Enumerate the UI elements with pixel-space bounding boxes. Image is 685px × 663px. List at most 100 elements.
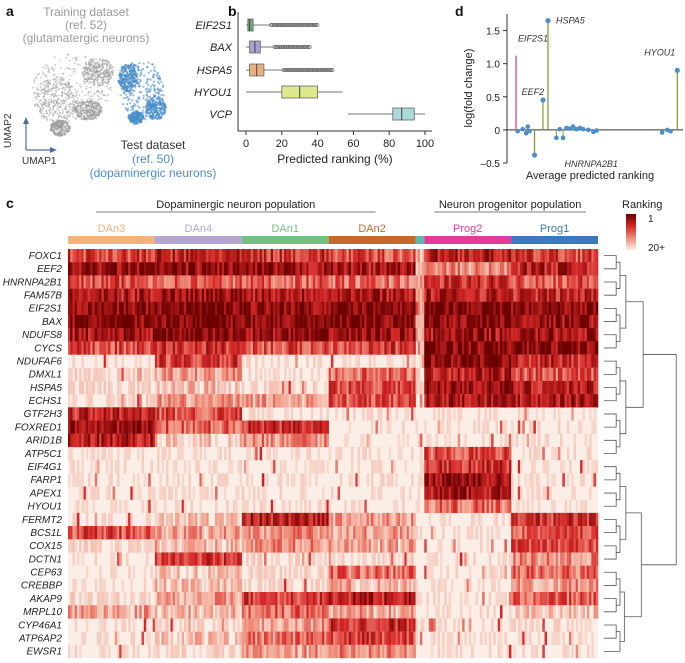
c-heat-cell	[208, 275, 211, 289]
c-heat-cell	[194, 275, 198, 289]
c-heat-cell	[553, 249, 556, 263]
c-heat-cell	[471, 249, 474, 263]
c-cluster-bar	[511, 236, 598, 244]
c-heat-cell	[495, 314, 499, 329]
c-heat-cell	[419, 354, 423, 368]
c-heat-cell	[103, 275, 107, 289]
c-heat-cell	[293, 275, 296, 289]
training-cell-point	[107, 94, 110, 97]
c-heat-cell	[96, 341, 100, 355]
c-heat-cell	[453, 367, 456, 382]
test-cell-point	[149, 69, 153, 72]
c-heat-cell	[408, 328, 412, 342]
c-heat-cell	[81, 354, 84, 368]
training-cell-point	[65, 85, 67, 88]
c-heat-cell	[272, 328, 276, 342]
training-cell-point	[101, 61, 104, 64]
c-heat-cell	[239, 341, 243, 355]
c-heat-cell	[408, 249, 412, 263]
c-heat-cell	[524, 249, 528, 263]
c-heat-cell	[223, 275, 227, 289]
training-cell-point	[47, 114, 50, 117]
c-heat-cell	[266, 275, 269, 289]
training-cell-point	[107, 87, 110, 90]
c-heat-cell	[194, 314, 198, 329]
c-heat-cell	[582, 354, 585, 368]
c-heat-cell	[517, 328, 521, 342]
c-heat-cell	[442, 367, 445, 382]
test-cell-point	[146, 84, 150, 87]
training-cell-point	[45, 83, 48, 86]
c-heat-cell	[297, 249, 300, 263]
c-heat-cell	[228, 314, 231, 329]
c-heat-cell	[279, 262, 283, 276]
c-heat-cell	[241, 354, 245, 368]
c-heat-cell	[404, 275, 407, 289]
training-cell-point	[60, 120, 63, 122]
c-heat-cell	[397, 367, 401, 382]
c-heat-cell	[582, 262, 585, 276]
c-heat-cell	[533, 354, 536, 368]
c-heat-cell	[473, 367, 476, 382]
c-heat-cell	[399, 328, 403, 342]
training-cell-point	[84, 117, 86, 120]
c-heat-cell	[404, 341, 407, 355]
c-heat-cell	[571, 288, 574, 302]
c-heat-cell	[520, 367, 523, 382]
c-heat-cell	[232, 249, 236, 263]
c-heat-cell	[112, 301, 116, 316]
c-heat-cell	[542, 262, 545, 276]
b-outlier	[297, 23, 302, 27]
c-heat-cell	[96, 275, 100, 289]
c-heat-cell	[333, 367, 336, 382]
training-cell-point	[102, 63, 105, 65]
training-cell-point	[82, 115, 85, 118]
c-heat-cell	[286, 314, 289, 329]
training-cell-point	[64, 125, 66, 128]
b-outlier	[316, 68, 321, 72]
c-heat-cell	[595, 275, 599, 289]
c-heat-cell	[384, 275, 387, 289]
c-heat-cell	[504, 262, 507, 276]
c-heat-cell	[81, 341, 84, 355]
c-heat-cell	[197, 341, 200, 355]
c-heat-cell	[108, 301, 111, 316]
c-heat-cell	[528, 354, 532, 368]
b-outlier	[300, 45, 305, 49]
c-heat-cell	[99, 275, 102, 289]
training-cell-point	[95, 117, 97, 120]
c-heat-cell	[433, 328, 436, 342]
c-heat-cell	[130, 328, 133, 342]
c-heat-cell	[219, 262, 223, 276]
c-heat-cell	[577, 275, 581, 289]
c-heat-cell	[192, 380, 196, 395]
c-heat-cell	[194, 301, 198, 316]
c-heat-cell	[293, 314, 296, 329]
c-heat-cell	[413, 367, 416, 382]
c-heat-cell	[119, 288, 122, 302]
c-heat-cell	[232, 262, 236, 276]
c-heat-cell	[442, 288, 445, 302]
b-outlier	[290, 68, 295, 72]
c-heat-cell	[239, 288, 243, 302]
training-cell-point	[60, 100, 63, 103]
c-heat-cell	[157, 262, 160, 276]
c-heat-cell	[375, 314, 378, 329]
c-heat-cell	[439, 288, 443, 302]
c-heat-cell	[370, 288, 374, 302]
c-heat-cell	[551, 341, 554, 355]
c-heat-cell	[511, 341, 514, 355]
c-heat-cell	[491, 314, 494, 329]
c-heat-cell	[386, 301, 390, 316]
c-heat-cell	[284, 367, 287, 382]
test-cell-point	[134, 79, 137, 82]
c-heat-cell	[577, 288, 581, 302]
test-cell-point	[155, 100, 158, 103]
c-heat-cell	[335, 262, 338, 276]
c-heat-cell	[564, 367, 568, 382]
c-heat-cell	[103, 314, 107, 329]
c-heat-cell	[453, 354, 456, 368]
c-heat-cell	[540, 367, 543, 382]
c-heat-cell	[141, 288, 145, 302]
